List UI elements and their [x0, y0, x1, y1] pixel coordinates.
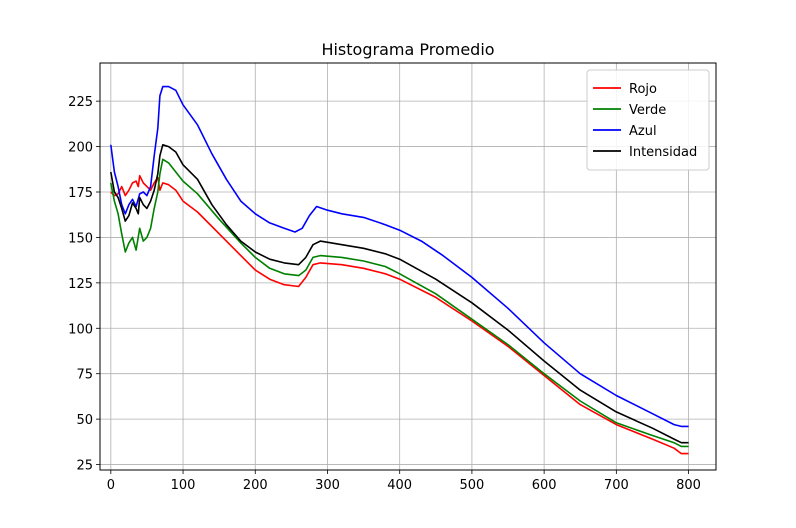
legend-box [586, 69, 710, 171]
x-tick-label: 300 [315, 478, 340, 493]
y-tick-label: 200 [68, 141, 93, 156]
axes: 0 100 200 300 400 500 600 700 800 25 50 75 100 125 150… [68, 62, 717, 493]
x-tick-label: 200 [243, 478, 268, 493]
legend-label-intensidad: Intensidad [629, 145, 697, 160]
legend-label-rojo: Rojo [629, 82, 657, 97]
series-lines [110, 85, 689, 455]
y-tick-label: 175 [68, 186, 93, 201]
series-line-rojo [110, 174, 689, 455]
x-tick-label: 500 [459, 478, 484, 493]
x-tick-label: 800 [676, 478, 701, 493]
x-tick-label: 600 [532, 478, 557, 493]
series-line-intensidad [110, 144, 689, 444]
y-tick-label: 75 [76, 368, 93, 383]
y-tick-label: 225 [68, 95, 93, 110]
x-tick-label: 700 [604, 478, 629, 493]
chart-title: Histograma Promedio [321, 40, 494, 59]
x-tick-label: 100 [171, 478, 196, 493]
series-line-azul [110, 85, 689, 428]
y-tick-label: 50 [76, 413, 93, 428]
legend-label-azul: Azul [629, 124, 657, 139]
x-tick-label: 0 [107, 478, 115, 493]
y-tick-label: 125 [68, 277, 93, 292]
y-tick-label: 150 [68, 231, 93, 246]
plot-frame [99, 62, 717, 471]
legend-label-verde: Verde [629, 103, 666, 118]
y-tick-label: 25 [76, 459, 93, 474]
legend: Rojo Verde Azul Intensidad [586, 69, 710, 171]
y-tick-label: 100 [68, 322, 93, 337]
series-line-verde [110, 158, 689, 448]
x-tick-label: 400 [387, 478, 412, 493]
